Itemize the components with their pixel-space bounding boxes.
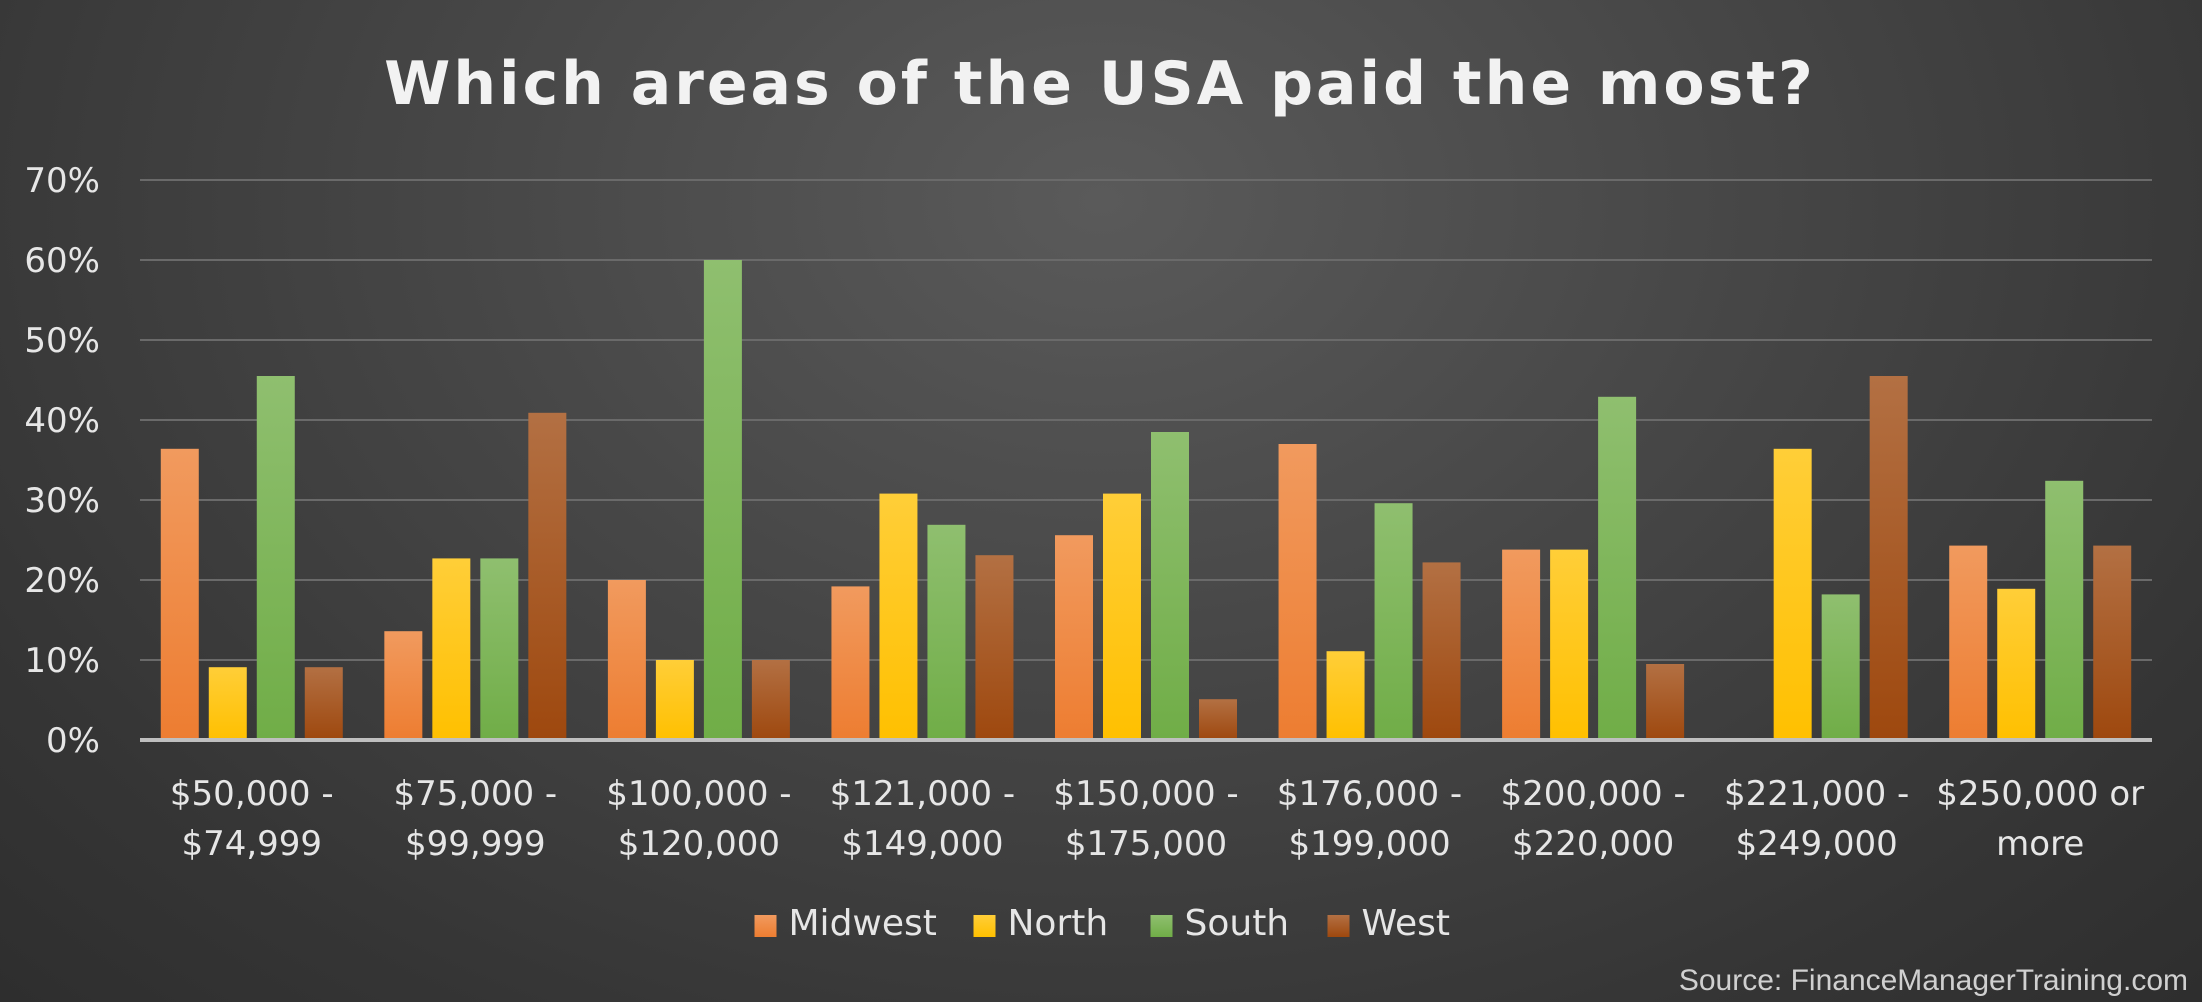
bar-west-75-000-99-999 [528,412,567,740]
bar-west-50-000-74-999 [304,667,343,740]
x-tick-label: $200,000 -$220,000 [1500,774,1685,864]
x-axis-labels: $50,000 -$74,999 $75,000 -$99,999 $100,000… [170,774,2144,864]
bar-midwest-176-000-199-000 [1278,444,1317,740]
bar-midwest-250-000-or-more [1949,545,1988,740]
bar-south-250-000-or-more [2045,480,2084,740]
bar-midwest-150-000-175-000 [1055,535,1093,740]
legend-label-north: North [1008,903,1109,944]
x-tick-label: $75,000 -$99,999 [393,774,557,864]
x-tick-label: $50,000 -$74,999 [170,774,334,864]
legend-item-midwest: Midwest [754,903,937,944]
bar-west-121-000-149-000 [975,555,1014,740]
bar-north-200-000-220-000 [1550,549,1589,740]
bar-north-150-000-175-000 [1103,493,1141,740]
y-tick-label: 20% [24,561,100,601]
bar-west-221-000-249-000 [1869,376,1908,740]
y-tick-label: 50% [24,321,100,361]
legend-swatch-south [1150,915,1173,937]
legend-label-west: West [1362,903,1451,944]
bar-south-150-000-175-000 [1151,432,1189,740]
gridlines [140,179,2152,661]
legend-label-midwest: Midwest [789,903,937,944]
y-tick-label: 30% [24,481,100,521]
bar-south-75-000-99-999 [480,558,519,740]
x-tick-label: $121,000 -$149,000 [830,774,1015,864]
legend-item-south: South [1150,903,1290,944]
x-tick-label: $100,000 -$120,000 [606,774,791,864]
y-tick-label: 70% [24,161,100,201]
bar-north-100-000-120-000 [655,660,694,740]
bars [160,260,2132,740]
legend-item-north: North [973,903,1109,944]
bar-midwest-100-000-120-000 [607,580,646,740]
legend-item-west: West [1327,903,1451,944]
bar-south-100-000-120-000 [703,260,742,740]
bar-north-50-000-74-999 [208,667,247,740]
bar-west-176-000-199-000 [1422,562,1461,740]
bar-west-200-000-220-000 [1646,664,1685,740]
legend: Midwest North South West [754,903,1451,944]
bar-south-200-000-220-000 [1598,396,1637,740]
bar-west-150-000-175-000 [1199,699,1237,740]
legend-swatch-midwest [754,915,777,937]
x-tick-label: $150,000 -$175,000 [1053,774,1238,864]
bar-midwest-75-000-99-999 [384,631,423,740]
legend-swatch-north [973,915,996,937]
bar-west-250-000-or-more [2093,545,2132,740]
x-tick-label: $221,000 -$249,000 [1724,774,1909,864]
bar-north-176-000-199-000 [1326,651,1365,740]
bar-south-50-000-74-999 [256,376,295,740]
bar-west-100-000-120-000 [751,660,790,740]
bar-north-75-000-99-999 [432,558,471,740]
x-tick-label: $176,000 -$199,000 [1277,774,1462,864]
source-label: Source: FinanceManagerTraining.com [1679,964,2188,997]
bar-south-121-000-149-000 [927,524,966,740]
y-tick-label: 10% [24,641,100,681]
chart-title: Which areas of the USA paid the most? [384,49,1816,119]
bar-midwest-121-000-149-000 [831,586,870,740]
bar-north-221-000-249-000 [1773,448,1812,740]
legend-swatch-west [1327,915,1350,937]
bar-north-121-000-149-000 [879,493,918,740]
bar-midwest-50-000-74-999 [160,448,199,740]
bar-south-176-000-199-000 [1374,503,1413,740]
y-tick-label: 0% [46,721,100,761]
y-tick-label: 40% [24,401,100,441]
bar-south-221-000-249-000 [1821,594,1860,740]
bar-midwest-200-000-220-000 [1502,549,1541,740]
y-axis-ticks: 0% 10% 20% 30% 40% 50% 60% 70% [24,161,100,761]
bar-north-250-000-or-more [1997,588,2036,740]
y-tick-label: 60% [24,241,100,281]
legend-label-south: South [1185,903,1290,944]
x-tick-label: $250,000 or more [1936,774,2144,864]
